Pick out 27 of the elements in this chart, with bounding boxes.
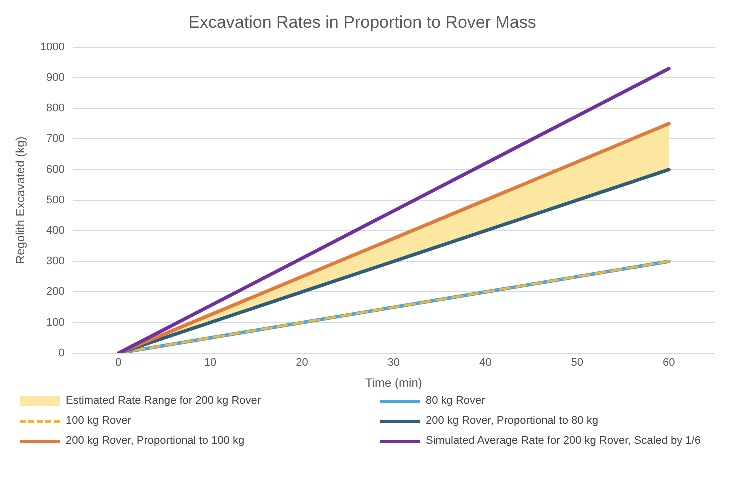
- y-tick-label: 600: [46, 164, 65, 176]
- x-tick-label: 40: [480, 357, 492, 370]
- y-axis-title: Regolith Excavated (kg): [14, 136, 28, 264]
- x-tick-label: 0: [116, 357, 122, 370]
- y-tick-label: 400: [46, 225, 65, 238]
- x-tick-label: 10: [204, 357, 217, 370]
- y-tick-label: 800: [46, 102, 65, 115]
- x-tick-label: 60: [663, 357, 676, 370]
- y-tick-label: 1000: [40, 41, 65, 54]
- y-tick-label: 100: [46, 316, 65, 329]
- legend-label: 200 kg Rover, Proportional to 80 kg: [426, 415, 598, 427]
- x-tick-label: 50: [571, 357, 584, 370]
- x-tick-label: 30: [388, 357, 400, 370]
- y-tick-label: 300: [46, 256, 65, 268]
- x-tick-label: 20: [296, 357, 308, 370]
- legend-label: 100 kg Rover: [66, 415, 132, 427]
- legend-label: 80 kg Rover: [426, 395, 486, 407]
- y-tick-label: 900: [46, 72, 65, 84]
- chart-title: Excavation Rates in Proportion to Rover Mass: [188, 12, 536, 32]
- legend-label: Simulated Average Rate for 200 kg Rover, Scaled by 1/6: [426, 435, 701, 447]
- legend-label: Estimated Rate Range for 200 kg Rover: [66, 395, 262, 407]
- legend-label: 200 kg Rover, Proportional to 100 kg: [66, 435, 245, 447]
- y-tick-label: 0: [58, 347, 65, 360]
- y-tick-label: 700: [46, 133, 65, 146]
- x-axis-title: Time (min): [365, 376, 422, 390]
- y-tick-label: 200: [46, 286, 65, 298]
- y-tick-label: 500: [46, 194, 65, 206]
